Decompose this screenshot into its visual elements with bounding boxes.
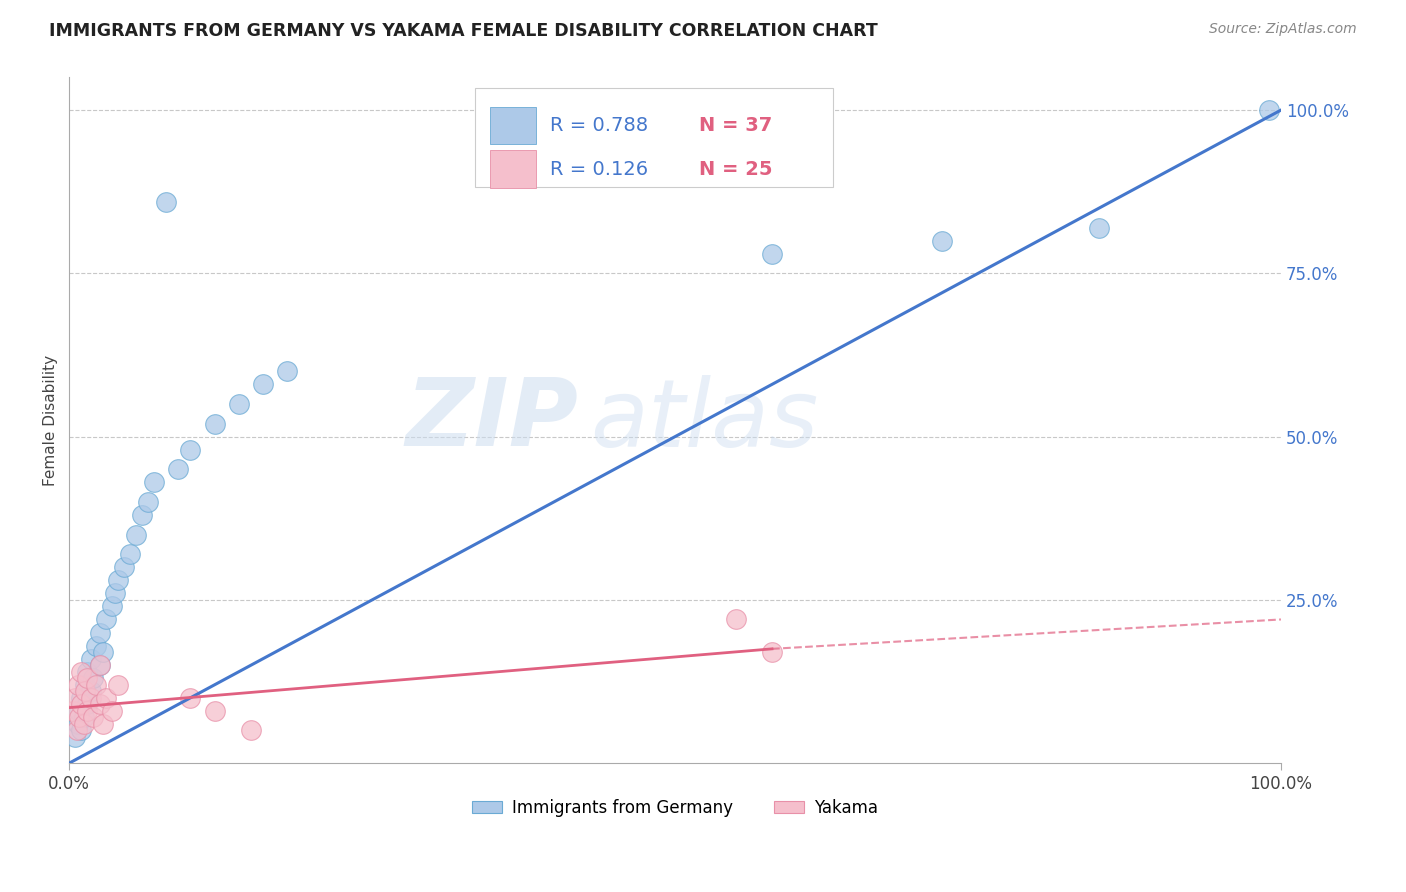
Point bbox=[91, 717, 114, 731]
Point bbox=[179, 690, 201, 705]
Point bbox=[276, 364, 298, 378]
Point bbox=[65, 690, 87, 705]
Point bbox=[107, 574, 129, 588]
Text: Source: ZipAtlas.com: Source: ZipAtlas.com bbox=[1209, 22, 1357, 37]
Point bbox=[73, 717, 96, 731]
Point bbox=[65, 730, 87, 744]
FancyBboxPatch shape bbox=[489, 107, 536, 145]
Point bbox=[70, 665, 93, 679]
Point bbox=[62, 704, 84, 718]
Y-axis label: Female Disability: Female Disability bbox=[44, 355, 58, 486]
Point bbox=[761, 645, 783, 659]
Point bbox=[143, 475, 166, 490]
Point bbox=[94, 612, 117, 626]
Point bbox=[70, 690, 93, 705]
Text: R = 0.126: R = 0.126 bbox=[550, 160, 648, 178]
Point bbox=[204, 704, 226, 718]
Point bbox=[73, 710, 96, 724]
Point bbox=[131, 508, 153, 522]
Legend: Immigrants from Germany, Yakama: Immigrants from Germany, Yakama bbox=[465, 792, 886, 823]
Point bbox=[112, 560, 135, 574]
Point bbox=[240, 723, 263, 738]
Point bbox=[76, 698, 98, 712]
Point bbox=[66, 678, 89, 692]
Text: ZIP: ZIP bbox=[405, 375, 578, 467]
Point bbox=[84, 639, 107, 653]
Point bbox=[1088, 220, 1111, 235]
Point bbox=[67, 710, 90, 724]
Point bbox=[252, 377, 274, 392]
Point bbox=[179, 442, 201, 457]
Point bbox=[89, 698, 111, 712]
Point bbox=[1257, 103, 1279, 117]
Point bbox=[931, 234, 953, 248]
Point bbox=[73, 684, 96, 698]
Point bbox=[70, 723, 93, 738]
Text: N = 37: N = 37 bbox=[699, 116, 772, 135]
Text: N = 25: N = 25 bbox=[699, 160, 773, 178]
Point bbox=[136, 495, 159, 509]
Point bbox=[204, 417, 226, 431]
Point bbox=[104, 586, 127, 600]
Point bbox=[89, 625, 111, 640]
Point bbox=[65, 723, 87, 738]
Point bbox=[82, 671, 104, 685]
Point bbox=[80, 684, 103, 698]
Point bbox=[155, 194, 177, 209]
Text: R = 0.788: R = 0.788 bbox=[550, 116, 648, 135]
Text: IMMIGRANTS FROM GERMANY VS YAKAMA FEMALE DISABILITY CORRELATION CHART: IMMIGRANTS FROM GERMANY VS YAKAMA FEMALE… bbox=[49, 22, 877, 40]
Point bbox=[118, 547, 141, 561]
Point bbox=[89, 658, 111, 673]
Point bbox=[73, 678, 96, 692]
Point bbox=[76, 704, 98, 718]
Point bbox=[80, 651, 103, 665]
Point bbox=[107, 678, 129, 692]
Point bbox=[91, 645, 114, 659]
Point bbox=[67, 704, 90, 718]
Text: atlas: atlas bbox=[591, 375, 818, 466]
Point bbox=[94, 690, 117, 705]
Point bbox=[761, 246, 783, 260]
Point bbox=[125, 527, 148, 541]
Point bbox=[76, 671, 98, 685]
Point bbox=[76, 665, 98, 679]
Point bbox=[84, 678, 107, 692]
Point bbox=[167, 462, 190, 476]
Point bbox=[82, 710, 104, 724]
Point bbox=[100, 704, 122, 718]
FancyBboxPatch shape bbox=[489, 151, 536, 188]
Point bbox=[70, 698, 93, 712]
Point bbox=[100, 599, 122, 614]
Point bbox=[228, 397, 250, 411]
Point bbox=[724, 612, 747, 626]
Point bbox=[66, 717, 89, 731]
Point bbox=[89, 658, 111, 673]
FancyBboxPatch shape bbox=[475, 87, 832, 187]
Point bbox=[80, 690, 103, 705]
